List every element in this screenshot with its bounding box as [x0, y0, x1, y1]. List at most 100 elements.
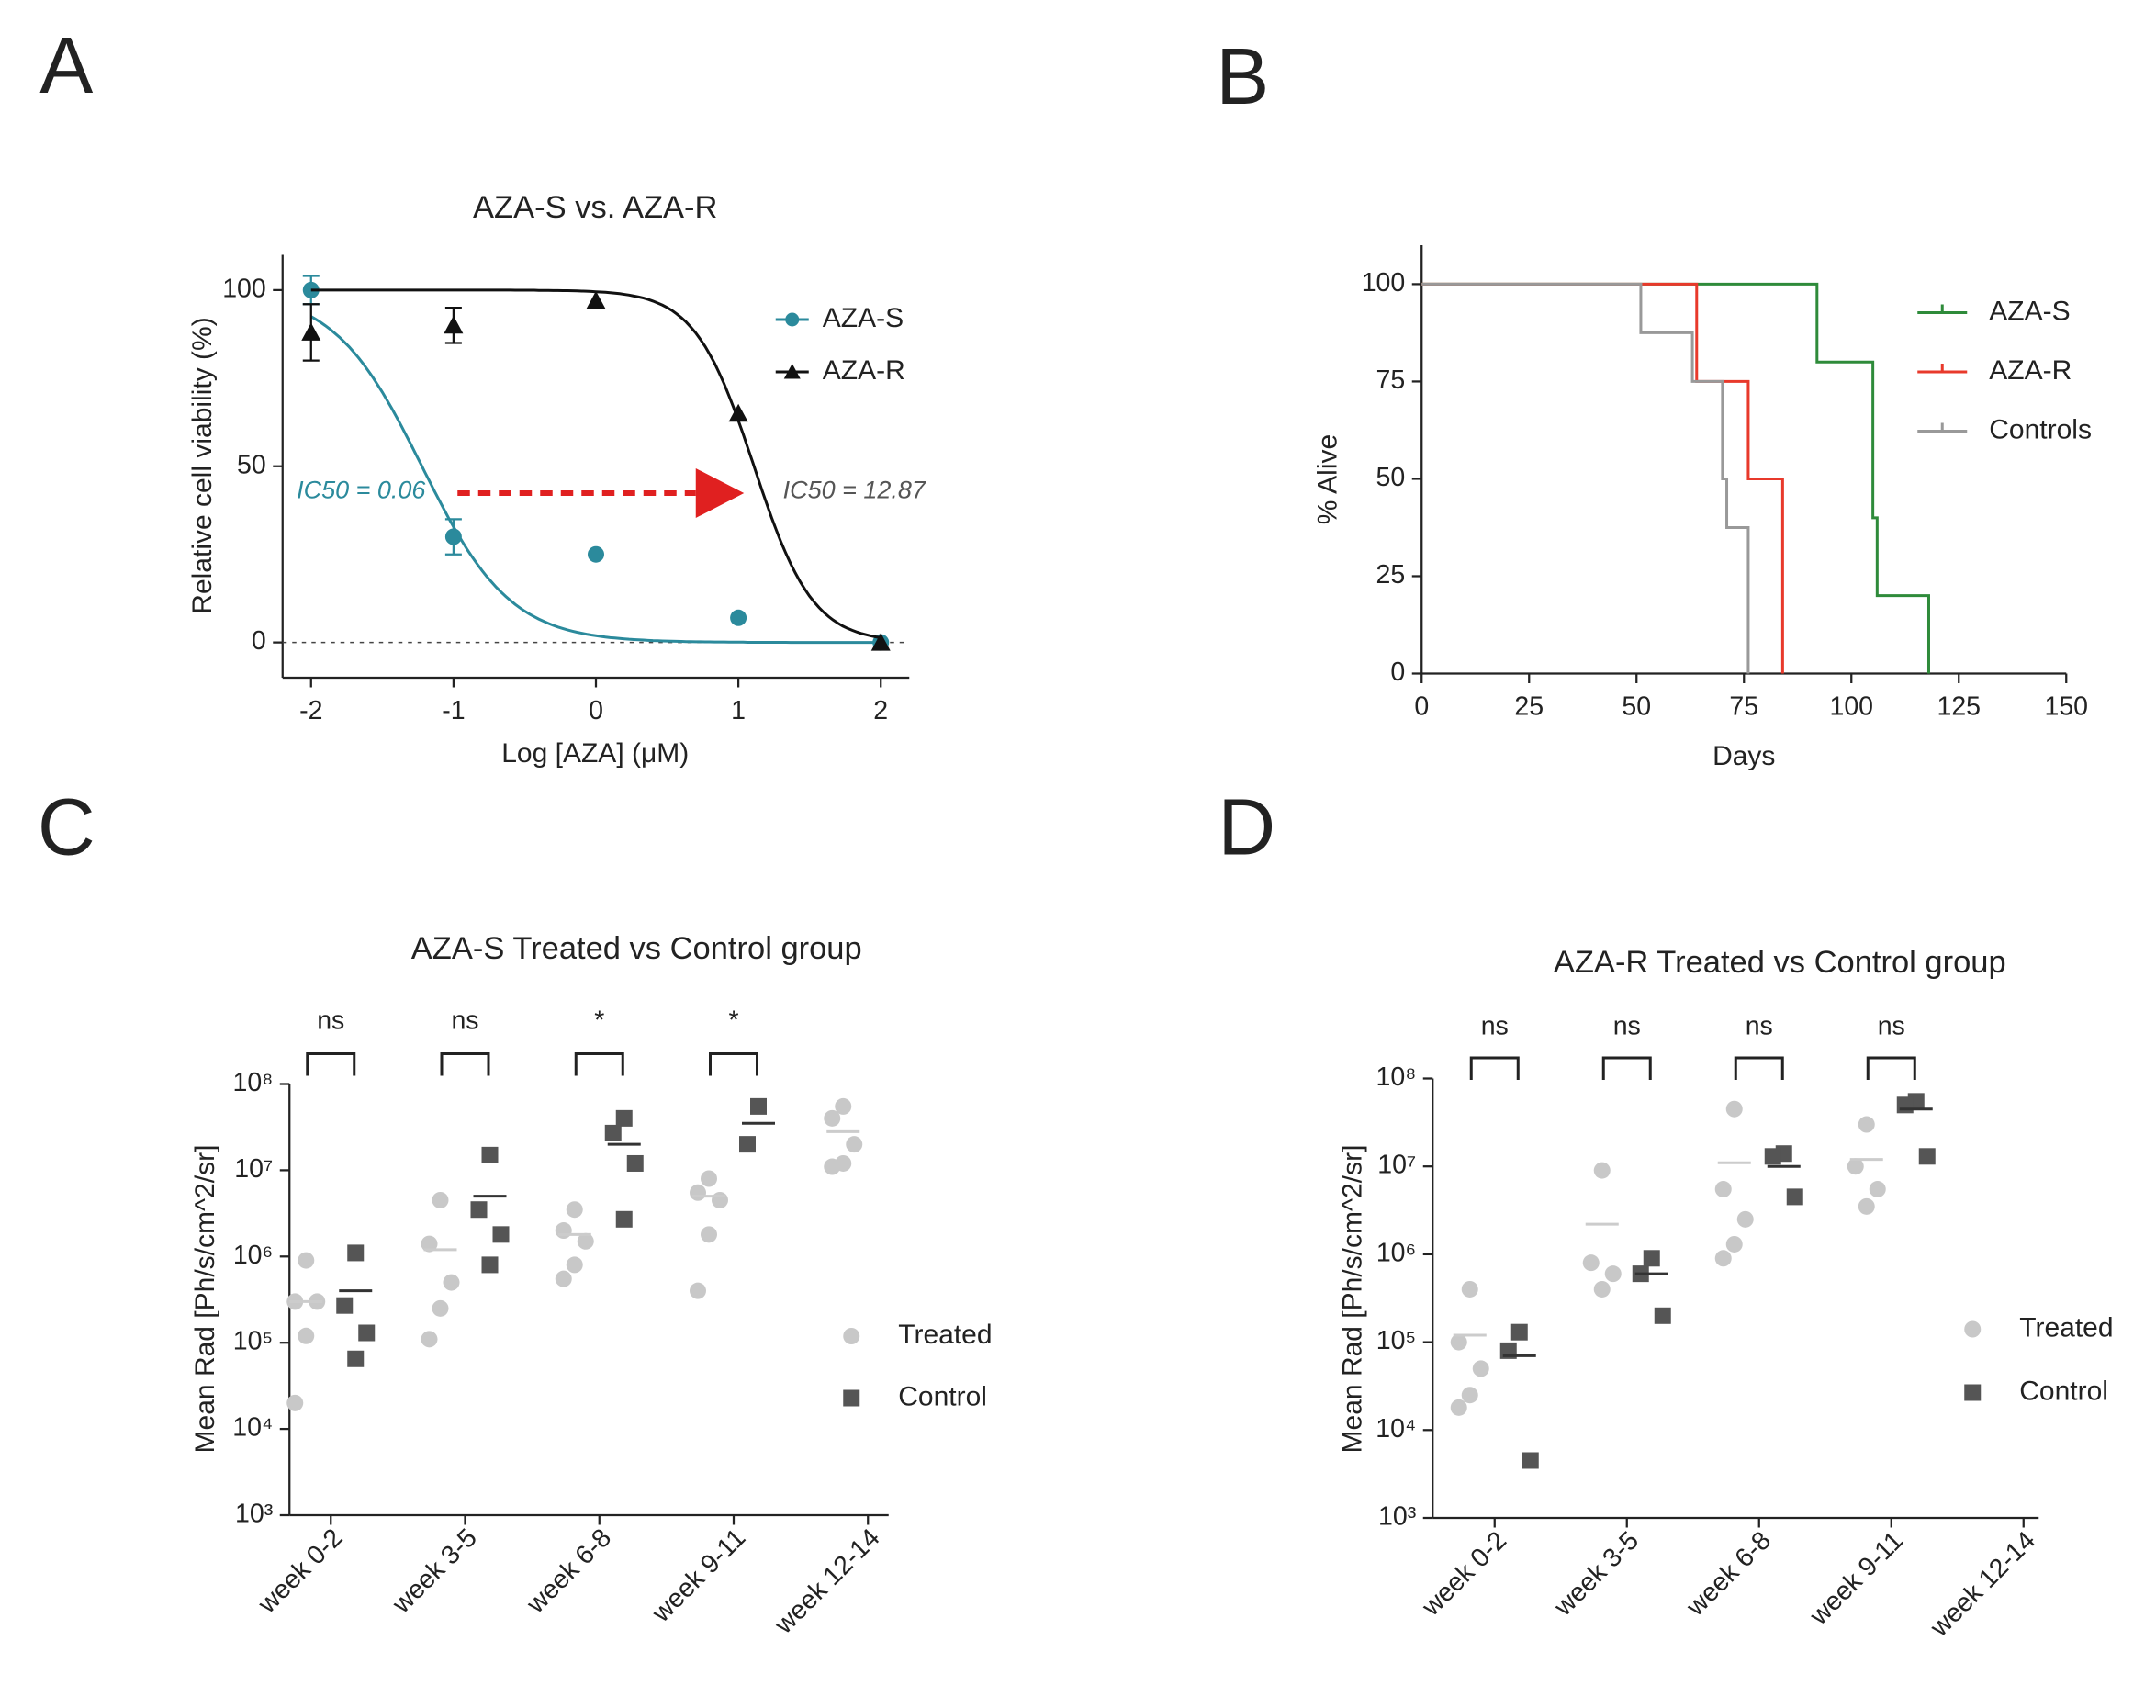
point: [444, 315, 464, 334]
point: [1593, 1162, 1611, 1179]
y-axis-label: % Alive: [1313, 434, 1343, 524]
fit-curve: [310, 315, 881, 645]
point: [783, 364, 801, 379]
x-axis-label: Days: [1712, 741, 1775, 771]
point: [824, 1158, 841, 1175]
legend-label: AZA-R: [1989, 355, 2072, 386]
point: [1764, 1148, 1781, 1165]
point: [1654, 1307, 1671, 1324]
x-tick-label: 50: [1622, 692, 1651, 722]
point: [1964, 1320, 1982, 1338]
x-tick-label: 150: [2044, 692, 2088, 722]
x-tick-label: 0: [589, 696, 603, 725]
point: [588, 545, 604, 563]
significance-label: ns: [1613, 1012, 1641, 1041]
significance-bracket: [1601, 1056, 1652, 1080]
significance-bracket: [1469, 1056, 1520, 1080]
chart-title: AZA-S vs. AZA-R: [473, 190, 717, 225]
y-axis-label: Relative cell viability (%): [187, 317, 218, 613]
point: [1869, 1181, 1886, 1198]
point: [302, 281, 320, 298]
significance-label: ns: [1878, 1012, 1905, 1041]
point: [750, 1097, 767, 1115]
point: [432, 1299, 449, 1317]
legend-label: AZA-S: [1989, 296, 2070, 326]
point: [1510, 1323, 1528, 1341]
point: [555, 1270, 572, 1287]
point: [824, 1109, 841, 1127]
x-tick-label: week 3-5: [1548, 1526, 1645, 1623]
significance-bracket: [1734, 1056, 1784, 1080]
y-tick-label: 50: [1376, 463, 1406, 492]
survival-line: [1421, 282, 1750, 674]
y-tick-label: 0: [1390, 657, 1405, 687]
x-tick-label: week 12-14: [769, 1523, 886, 1641]
y-tick-label: 10⁵: [233, 1327, 274, 1356]
point: [1714, 1181, 1732, 1198]
significance-label: ns: [317, 1006, 344, 1036]
point: [1450, 1333, 1467, 1351]
legend-label: Control: [898, 1381, 987, 1411]
point: [1450, 1399, 1467, 1416]
legend-line: [1917, 422, 1968, 433]
x-tick-label: week 6-8: [521, 1523, 617, 1620]
x-tick-label: week 9-11: [1803, 1526, 1909, 1632]
point: [846, 1136, 863, 1153]
point: [492, 1226, 510, 1243]
legend-label: AZA-R: [823, 355, 905, 386]
point: [1643, 1250, 1660, 1267]
x-tick-label: week 0-2: [252, 1523, 348, 1620]
point: [739, 1136, 756, 1153]
panel-label: B: [1216, 32, 1269, 121]
legend-line: [1917, 304, 1968, 314]
y-tick-label: 10⁷: [234, 1154, 273, 1184]
point: [421, 1331, 438, 1348]
point: [835, 1097, 852, 1115]
legend-label: AZA-S: [823, 303, 904, 333]
x-tick-label: week 6-8: [1680, 1526, 1777, 1623]
point: [701, 1226, 717, 1243]
point: [701, 1170, 717, 1187]
point: [1918, 1148, 1936, 1165]
point: [298, 1252, 315, 1269]
x-tick-label: week 12-14: [1925, 1526, 2042, 1644]
point: [1472, 1360, 1489, 1377]
point: [566, 1256, 583, 1274]
point: [1582, 1254, 1600, 1272]
panel-label: C: [38, 782, 95, 871]
point: [298, 1327, 315, 1344]
point: [1964, 1384, 1982, 1401]
y-tick-label: 10⁴: [232, 1413, 273, 1443]
significance-bracket: [1866, 1056, 1916, 1080]
point: [358, 1324, 376, 1342]
point: [870, 633, 891, 651]
significance-label: ns: [1746, 1012, 1773, 1041]
y-tick-label: 50: [237, 450, 266, 479]
point: [301, 322, 321, 341]
point: [604, 1124, 622, 1141]
point: [626, 1154, 644, 1172]
point: [1847, 1158, 1864, 1175]
survival-line: [1421, 282, 1930, 674]
y-tick-label: 0: [252, 626, 266, 656]
point: [444, 528, 462, 545]
point: [286, 1394, 304, 1411]
y-axis-label: Mean Rad [Ph/s/cm^2/sr]: [1338, 1145, 1368, 1454]
significance-label: ns: [1481, 1012, 1509, 1041]
point: [555, 1222, 572, 1240]
point: [1461, 1280, 1478, 1298]
chart-title: AZA-S Treated vs Control group: [411, 931, 862, 966]
point: [690, 1184, 706, 1201]
significance-label: *: [728, 1006, 738, 1036]
x-tick-label: 100: [1829, 692, 1873, 722]
y-tick-label: 10⁵: [1376, 1326, 1417, 1355]
point: [1593, 1280, 1611, 1298]
x-tick-label: week 3-5: [387, 1523, 483, 1620]
point: [1858, 1197, 1875, 1215]
y-tick-label: 100: [1362, 268, 1406, 298]
significance-label: ns: [451, 1006, 478, 1036]
y-tick-label: 10⁴: [1376, 1414, 1416, 1444]
point: [730, 609, 747, 626]
